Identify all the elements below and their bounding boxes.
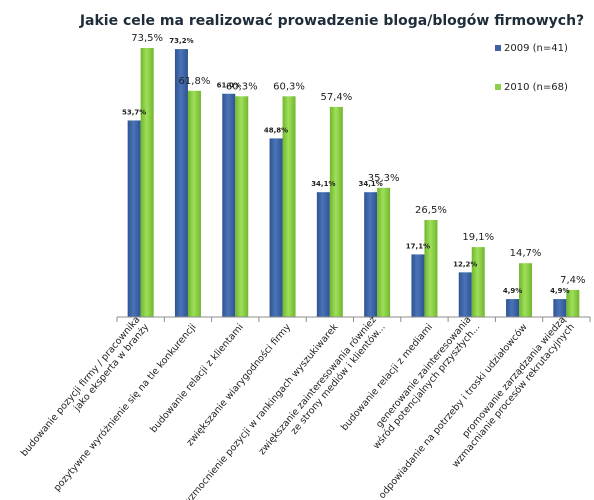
- bar-2009-0: [127, 120, 141, 318]
- bar-2010-9: [566, 289, 580, 317]
- data-label-2009-3: 48,8%: [264, 126, 288, 134]
- chart-title: Jakie cele ma realizować prowadzenie blo…: [79, 13, 584, 29]
- data-label-2010-0: 73,5%: [131, 33, 163, 44]
- data-label-2010-1: 61,8%: [179, 76, 211, 87]
- data-label-2010-8: 14,7%: [510, 248, 542, 259]
- data-label-2009-0: 53,7%: [122, 108, 146, 116]
- data-label-2010-2: 60,3%: [226, 81, 258, 92]
- legend-label-2010: 2010 (n=68): [504, 82, 568, 93]
- category-label-line: jako eksperta w branży: [71, 322, 151, 415]
- legend-swatch-2009: [495, 45, 501, 51]
- data-label-2009-1: 73,2%: [169, 37, 193, 45]
- bar-2009-1: [174, 49, 188, 317]
- bar-2010-1: [187, 90, 201, 318]
- bar-2010-0: [140, 48, 154, 317]
- bar-2009-6: [411, 254, 425, 317]
- bar-2010-8: [519, 263, 533, 317]
- category-label-line: budowanie relacji z klientami: [148, 322, 246, 435]
- data-label-2009-2: 61,0%: [217, 82, 241, 90]
- data-label-2010-4: 57,4%: [320, 92, 352, 103]
- data-label-2010-5: 35,3%: [368, 173, 400, 184]
- bar-2010-6: [424, 220, 438, 317]
- bar-2010-4: [329, 106, 343, 317]
- legend-label-2009: 2009 (n=41): [504, 43, 568, 54]
- bar-2009-2: [222, 93, 236, 318]
- data-label-2009-8: 4,9%: [503, 287, 522, 295]
- data-label-2010-3: 60,3%: [273, 81, 305, 92]
- bar-2009-5: [364, 192, 378, 317]
- data-label-2009-7: 12,2%: [453, 260, 477, 268]
- bar-2009-9: [553, 299, 567, 317]
- category-label-2: budowanie relacji z klientami: [148, 322, 246, 435]
- data-label-2010-9: 7,4%: [560, 275, 585, 286]
- bar-2010-5: [377, 187, 391, 317]
- data-label-2010-7: 19,1%: [462, 232, 494, 243]
- bar-2010-7: [471, 247, 485, 317]
- data-label-2010-6: 26,5%: [415, 205, 447, 216]
- bar-2009-7: [458, 272, 472, 317]
- data-label-2009-5: 34,1%: [359, 180, 383, 188]
- category-label-line: ze strony mediów i klientów...: [289, 322, 388, 437]
- bar-2009-8: [506, 299, 520, 317]
- bar-2010-3: [282, 96, 296, 317]
- data-label-2009-9: 4,9%: [550, 287, 569, 295]
- data-label-2009-4: 34,1%: [311, 180, 335, 188]
- bar-2009-3: [269, 138, 283, 317]
- bar-2010-2: [235, 96, 249, 317]
- bar-2009-4: [316, 192, 330, 317]
- data-label-2009-6: 17,1%: [406, 242, 430, 250]
- legend-swatch-2010: [495, 84, 501, 90]
- category-label-line: budowanie pozycji firmy / pracownika: [19, 314, 143, 458]
